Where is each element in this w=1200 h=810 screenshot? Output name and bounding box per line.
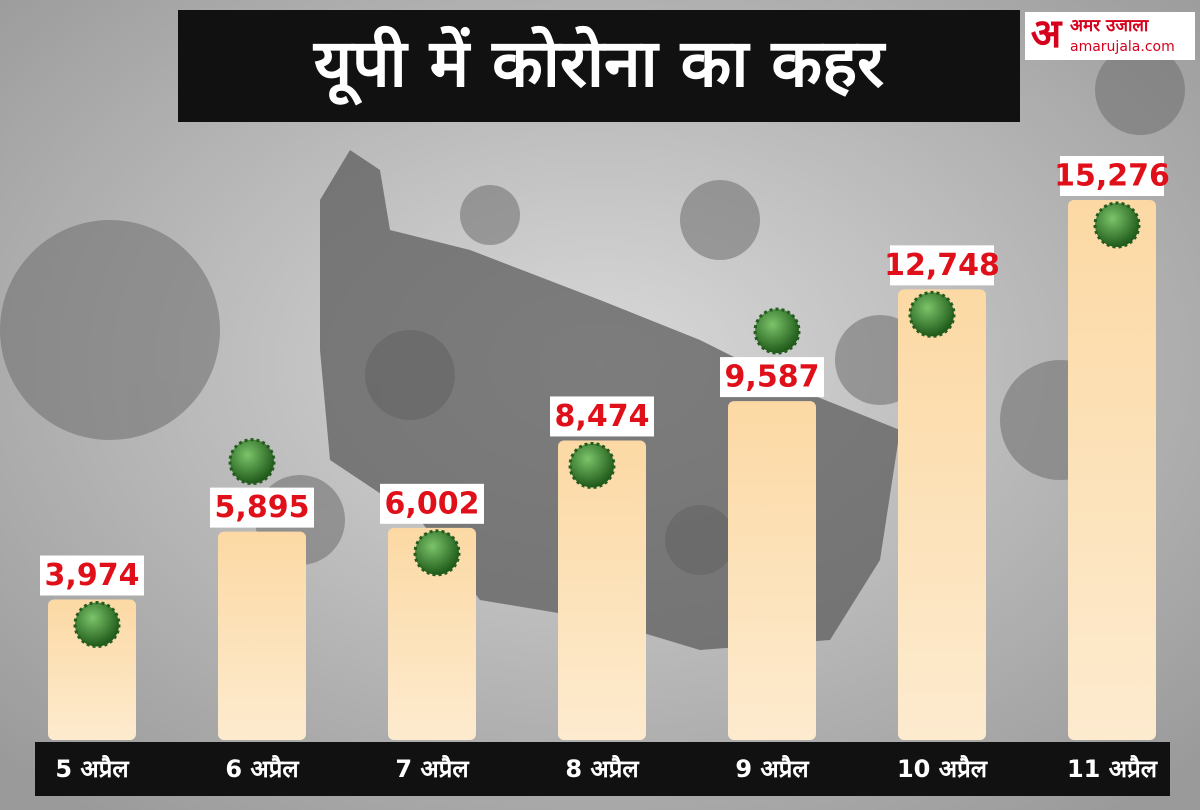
value-label-box — [890, 245, 994, 286]
x-tick-label: 10 अप्रैल — [897, 755, 989, 783]
bar — [1068, 200, 1156, 740]
bar — [218, 531, 306, 740]
value-label-box — [720, 357, 824, 398]
value-label-box — [40, 555, 144, 596]
logo-name: अमर उजाला — [1070, 16, 1149, 36]
logo-site: amarujala.com — [1070, 39, 1175, 55]
value-label-box — [1060, 156, 1164, 196]
virus-icon — [908, 290, 956, 338]
virus-icon — [1093, 201, 1141, 249]
x-tick-label: 5 अप्रैल — [55, 755, 130, 783]
virus-icon — [568, 441, 616, 489]
virus-icon — [413, 529, 461, 577]
value-label: 5,895 — [215, 490, 310, 525]
virus-icon — [228, 438, 276, 486]
logo-mark: अ — [1031, 11, 1063, 57]
value-label: 8,474 — [555, 399, 650, 434]
value-label: 3,974 — [45, 558, 140, 593]
x-tick-label: 8 अप्रैल — [565, 755, 640, 783]
value-label-box — [550, 396, 654, 437]
value-label: 9,587 — [725, 360, 820, 395]
value-label-box — [210, 487, 314, 528]
x-tick-label: 9 अप्रैल — [735, 755, 810, 783]
x-tick-label: 11 अप्रैल — [1067, 755, 1159, 783]
x-tick-label: 6 अप्रैल — [225, 755, 300, 783]
chart-title: यूपी में कोरोना का कहर — [312, 25, 887, 106]
value-label: 6,002 — [385, 486, 480, 521]
title-box — [178, 10, 1020, 122]
value-label-box — [380, 483, 484, 524]
axis-band — [35, 742, 1170, 796]
bar — [388, 527, 476, 740]
logo-box — [1025, 12, 1195, 60]
bar — [558, 440, 646, 740]
virus-icon — [753, 307, 801, 355]
bar — [728, 401, 816, 740]
x-tick-label: 7 अप्रैल — [395, 755, 470, 783]
value-label: 12,748 — [884, 248, 1000, 283]
virus-icon — [73, 601, 121, 649]
value-label: 15,276 — [1054, 159, 1170, 194]
bar — [898, 289, 986, 740]
